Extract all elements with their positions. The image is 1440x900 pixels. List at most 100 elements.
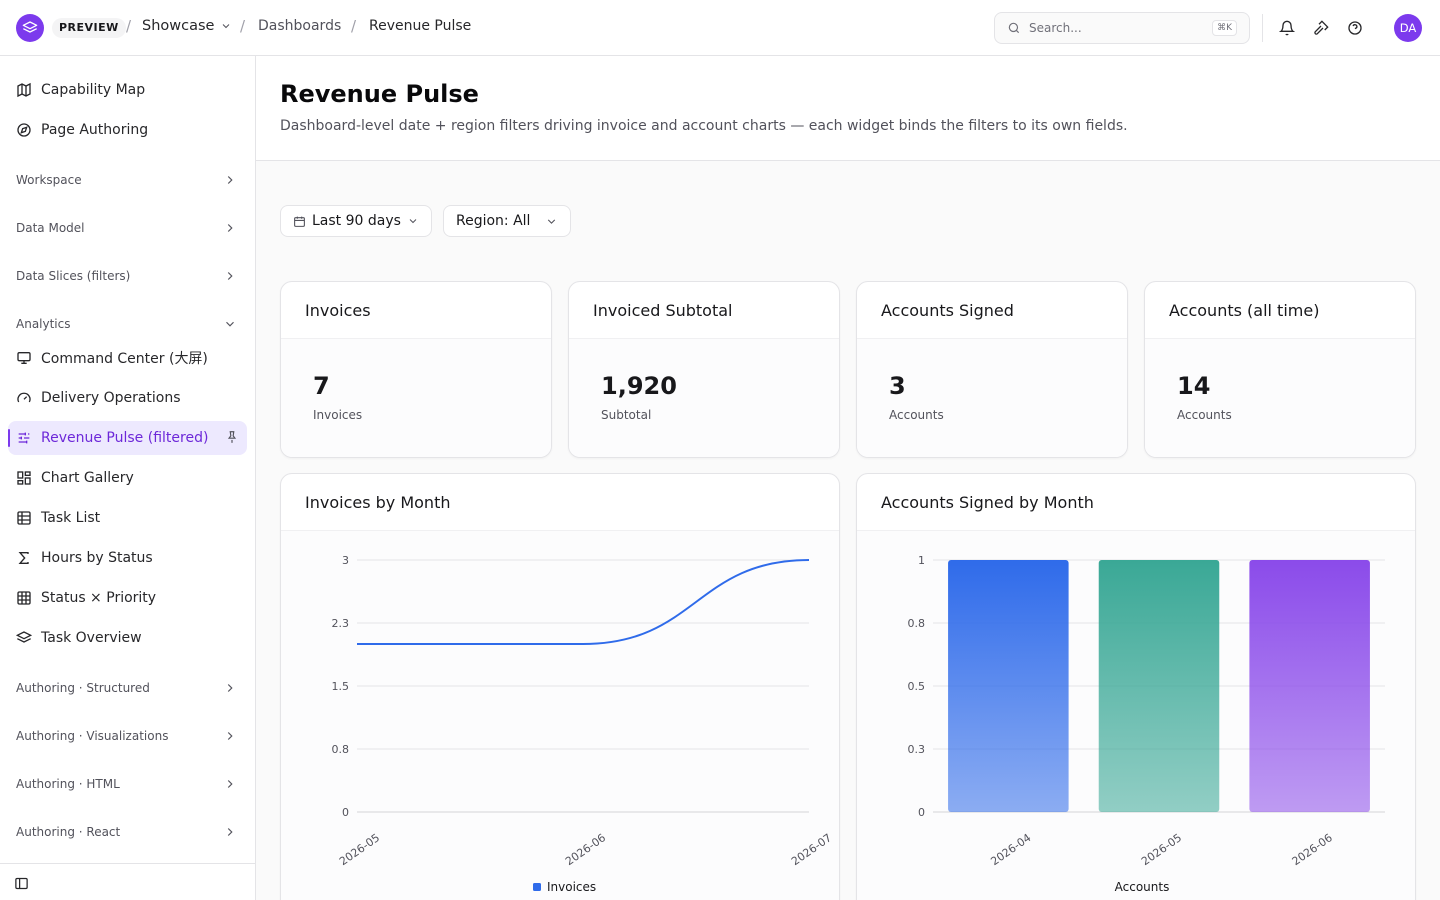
sidebar-group-label: Data Slices (filters): [16, 269, 131, 283]
hammer-icon[interactable]: [1311, 18, 1331, 38]
y-tick-label: 0: [918, 806, 925, 819]
help-icon[interactable]: [1345, 18, 1365, 38]
kpi-card-accounts-signed: Accounts Signed 3 Accounts: [856, 281, 1128, 458]
sidebar-item-command-center[interactable]: Command Center (大屏): [8, 341, 247, 375]
y-tick-label: 1: [918, 554, 925, 567]
sidebar-item-label: Delivery Operations: [41, 390, 181, 406]
y-tick-label: 0.8: [908, 617, 926, 630]
bar-2026-06: [1249, 560, 1370, 812]
avatar[interactable]: DA: [1394, 14, 1422, 42]
sidebar-group-authoring-structured[interactable]: Authoring · Structured: [8, 672, 247, 704]
kpi-card-accounts-all-time: Accounts (all time) 14 Accounts: [1144, 281, 1416, 458]
x-tick-label: 2026-05: [337, 831, 382, 868]
sidebar-group-workspace[interactable]: Workspace: [8, 164, 247, 196]
calendar-icon: [294, 216, 305, 227]
chevron-right-icon: [227, 176, 233, 184]
sidebar-group-authoring-visualizations[interactable]: Authoring · Visualizations: [8, 720, 247, 752]
date-range-filter[interactable]: Last 90 days: [280, 205, 432, 237]
region-filter[interactable]: Region: All: [443, 205, 571, 237]
chevron-right-icon: [227, 780, 233, 788]
sidebar-item-task-list[interactable]: Task List: [8, 501, 247, 535]
region-label: Region: All: [456, 213, 531, 229]
card-title: Accounts (all time): [1145, 282, 1415, 339]
search-icon: [1008, 22, 1020, 34]
legend-swatch: [533, 883, 541, 891]
card-title: Invoices: [281, 282, 551, 339]
main-content: Revenue Pulse Dashboard-level date + reg…: [256, 56, 1440, 900]
sidebar-item-hours-by-status[interactable]: Hours by Status: [8, 541, 247, 575]
sidebar-footer: [0, 863, 255, 900]
sidebar-group-data-slices[interactable]: Data Slices (filters): [8, 260, 247, 292]
sliders-icon: [18, 432, 30, 444]
sidebar-group-label: Authoring · Structured: [16, 681, 150, 695]
sidebar-toggle-icon[interactable]: [12, 874, 30, 892]
card-title: Accounts Signed: [857, 282, 1127, 339]
sidebar-item-capability-map[interactable]: Capability Map: [8, 73, 247, 107]
breadcrumb-separator: /: [240, 17, 246, 35]
chart-card-invoices-by-month: Invoices by Month 0 0.8 1.5 2.3 3 2026-05 2026…: [280, 473, 840, 900]
card-title: Invoiced Subtotal: [569, 282, 839, 339]
sidebar-item-status-priority[interactable]: Status × Priority: [8, 581, 247, 615]
x-tick-label: 2026-07: [789, 831, 834, 868]
kpi-value: 14: [1177, 372, 1211, 400]
app-logo-icon[interactable]: [16, 14, 44, 42]
sidebar-item-task-overview[interactable]: Task Overview: [8, 621, 247, 655]
sidebar-item-chart-gallery[interactable]: Chart Gallery: [8, 461, 247, 495]
chevron-right-icon: [227, 224, 233, 232]
bar-chart: 0 0.3 0.5 0.8 1 2026-04 2026-05 2026-06 Accounts: [908, 554, 1385, 894]
sidebar-group-authoring-html[interactable]: Authoring · HTML: [8, 768, 247, 800]
breadcrumb-current: Revenue Pulse: [369, 18, 472, 34]
sidebar-item-revenue-pulse[interactable]: Revenue Pulse (filtered): [8, 421, 247, 455]
sidebar-item-label: Hours by Status: [41, 550, 153, 566]
y-tick-label: 0.8: [332, 743, 350, 756]
search-box[interactable]: ⌘K: [994, 12, 1250, 44]
compass-icon: [17, 123, 31, 137]
legend-label: Accounts: [1115, 880, 1170, 894]
card-title: Accounts Signed by Month: [857, 474, 1415, 531]
grid-icon: [17, 591, 31, 605]
search-input[interactable]: [1029, 21, 1209, 35]
sidebar: Capability Map Page Authoring Workspace …: [0, 56, 256, 900]
y-tick-label: 1.5: [332, 680, 350, 693]
sidebar-item-label: Status × Priority: [41, 590, 157, 606]
page-header: Revenue Pulse Dashboard-level date + reg…: [256, 56, 1440, 161]
chevron-down-icon: [223, 24, 230, 29]
sidebar-item-label: Capability Map: [41, 82, 146, 98]
preview-badge: PREVIEW: [52, 18, 126, 38]
project-name: Showcase: [142, 18, 215, 34]
sidebar-group-label: Authoring · Visualizations: [16, 729, 169, 743]
divider: [1262, 14, 1263, 42]
y-tick-label: 2.3: [332, 617, 350, 630]
date-range-label: Last 90 days: [312, 213, 401, 229]
bar-2026-05: [1098, 560, 1220, 812]
table-icon: [17, 511, 31, 525]
y-tick-label: 0: [342, 806, 349, 819]
search-shortcut: ⌘K: [1212, 20, 1237, 36]
chevron-down-icon: [547, 218, 556, 224]
x-tick-label: 2026-05: [1139, 831, 1184, 868]
sidebar-group-authoring-react[interactable]: Authoring · React: [8, 816, 247, 848]
sidebar-group-analytics[interactable]: Analytics: [8, 308, 247, 340]
project-switcher[interactable]: Showcase: [142, 18, 232, 34]
chevron-right-icon: [227, 272, 233, 280]
kpi-value: 1,920: [601, 372, 677, 400]
bell-icon[interactable]: [1277, 18, 1297, 38]
sidebar-group-label: Workspace: [16, 173, 82, 187]
kpi-value: 7: [313, 372, 330, 400]
breadcrumb-dashboards[interactable]: Dashboards: [258, 18, 342, 34]
layers-icon: [16, 631, 32, 643]
sidebar-group-label: Analytics: [16, 317, 71, 331]
x-tick-label: 2026-04: [988, 831, 1033, 868]
top-bar: PREVIEW / Showcase / Dashboards / Revenu…: [0, 0, 1440, 56]
breadcrumb-separator: /: [126, 17, 132, 35]
sidebar-group-data-model[interactable]: Data Model: [8, 212, 247, 244]
sidebar-item-delivery-operations[interactable]: Delivery Operations: [8, 381, 247, 415]
sigma-icon: [18, 552, 29, 564]
series-line-invoices: [357, 559, 810, 645]
sidebar-group-label: Data Model: [16, 221, 85, 235]
chevron-right-icon: [227, 732, 233, 740]
pin-icon[interactable]: [225, 430, 239, 444]
sidebar-item-page-authoring[interactable]: Page Authoring: [8, 113, 247, 147]
card-title: Invoices by Month: [281, 474, 839, 531]
chart-card-accounts-by-month: Accounts Signed by Month 0 0.3 0.5 0.8 1 2026…: [856, 473, 1416, 900]
